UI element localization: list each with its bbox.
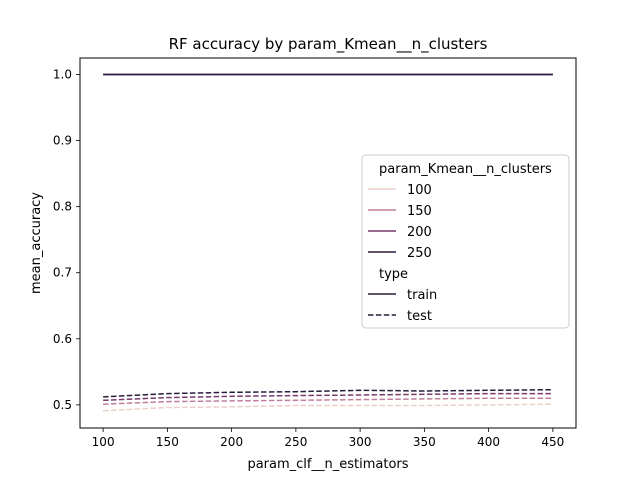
legend-label-train: train xyxy=(407,288,437,303)
chart-title: RF accuracy by param_Kmean__n_clusters xyxy=(169,35,488,54)
series-line-250-test xyxy=(103,388,553,398)
x-tick-label: 300 xyxy=(349,435,372,449)
legend-box xyxy=(361,154,570,329)
x-tick-label: 150 xyxy=(156,435,179,449)
legend-hue-title: param_Kmean__n_clusters xyxy=(379,162,552,177)
y-axis-label: mean_accuracy xyxy=(29,192,44,294)
series-line-200-test xyxy=(103,392,553,402)
series-line-150-test xyxy=(103,397,553,405)
x-tick-label: 400 xyxy=(477,435,500,449)
x-tick-label: 450 xyxy=(541,435,564,449)
x-tick-label: 350 xyxy=(413,435,436,449)
y-axis-ticks: 0.5 0.6 0.7 0.8 0.9 1.0 xyxy=(53,68,80,412)
plot-lines xyxy=(103,73,553,412)
plot-frame xyxy=(79,57,577,429)
legend-label-150: 150 xyxy=(407,204,432,219)
legend-label-100: 100 xyxy=(407,183,432,198)
legend-label-250: 250 xyxy=(407,246,432,261)
legend: param_Kmean__n_clusters 100 150 200 250 … xyxy=(361,154,570,329)
series-line-100-test xyxy=(103,403,553,412)
y-tick-label: 0.8 xyxy=(53,200,72,214)
legend-label-test: test xyxy=(407,309,432,324)
y-tick-label: 0.7 xyxy=(53,266,72,280)
x-axis-label: param_clf__n_estimators xyxy=(247,457,408,472)
x-tick-label: 250 xyxy=(284,435,307,449)
x-axis-ticks: 100 150 200 250 300 350 400 450 xyxy=(92,428,564,449)
legend-label-200: 200 xyxy=(407,225,432,240)
y-tick-label: 1.0 xyxy=(53,68,72,82)
y-tick-label: 0.6 xyxy=(53,332,72,346)
x-tick-label: 200 xyxy=(220,435,243,449)
y-tick-label: 0.5 xyxy=(53,398,72,412)
x-tick-label: 100 xyxy=(92,435,115,449)
legend-style-title: type xyxy=(379,267,408,282)
y-tick-label: 0.9 xyxy=(53,134,72,148)
